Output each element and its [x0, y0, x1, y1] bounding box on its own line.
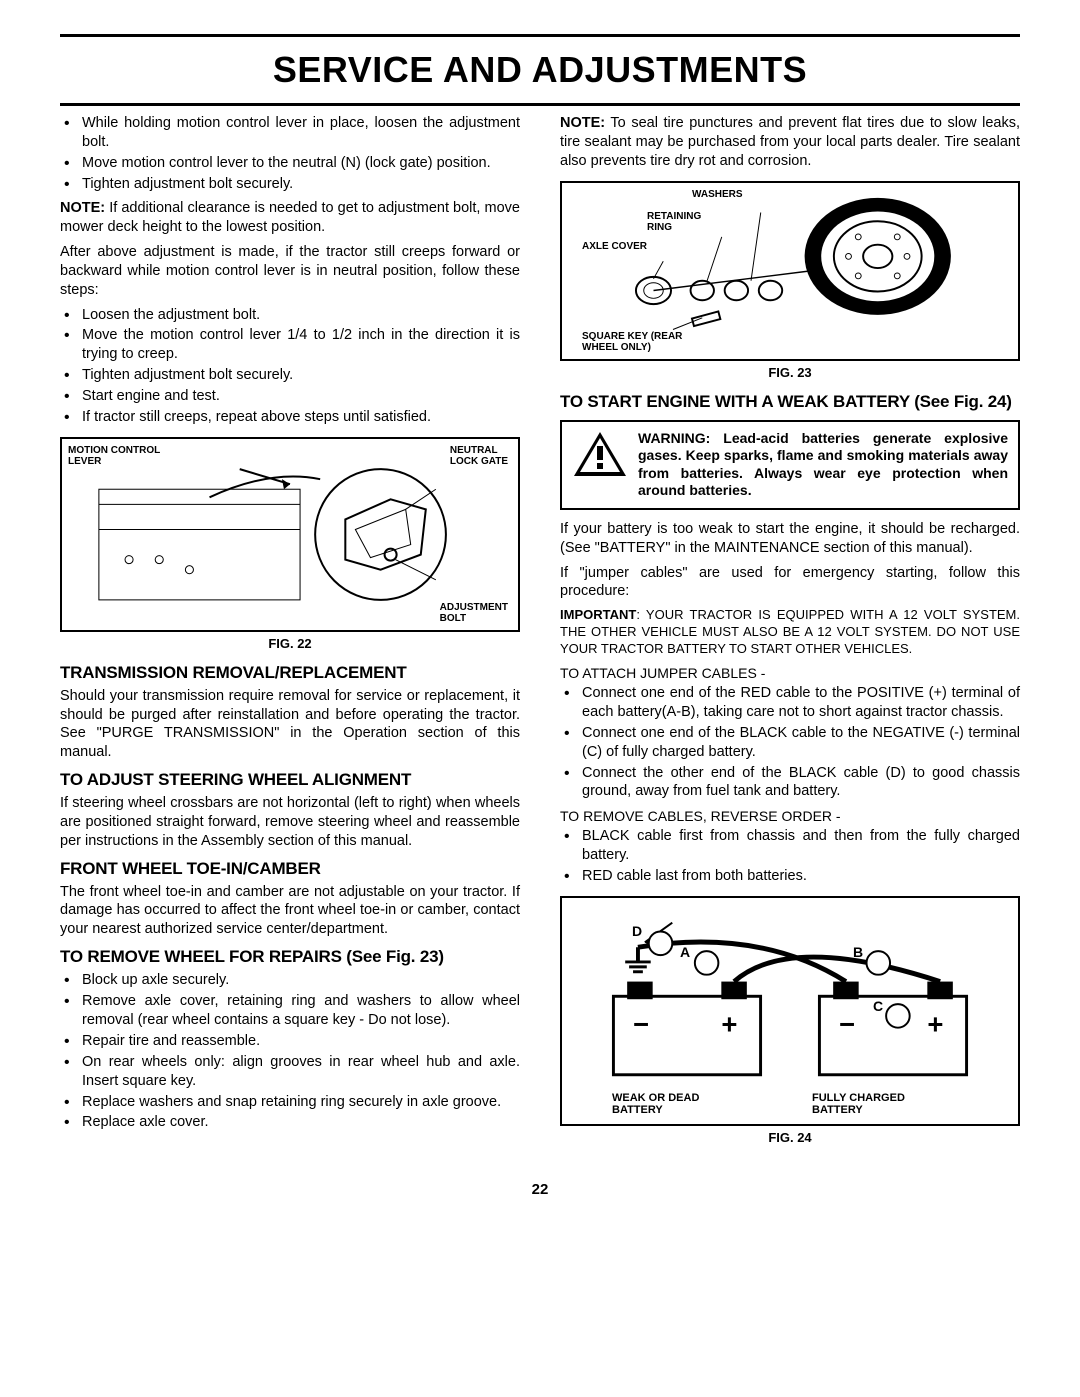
top-rule: [60, 34, 1020, 37]
attach-heading: TO ATTACH JUMPER CABLES -: [560, 664, 1020, 682]
list-item: BLACK cable first from chassis and then …: [582, 827, 1020, 865]
warning-label: WARNING: [638, 430, 706, 446]
figure-24: − + − +: [560, 896, 1020, 1126]
list-item: On rear wheels only: align grooves in re…: [82, 1053, 520, 1091]
intro-bullets: While holding motion control lever in pl…: [60, 114, 520, 193]
fig23-label-key: SQUARE KEY (REAR WHEEL ONLY): [582, 331, 682, 353]
fig22-svg: [72, 449, 508, 620]
transmission-heading: TRANSMISSION REMOVAL/REPLACEMENT: [60, 663, 520, 683]
list-item: Move motion control lever to the neutral…: [82, 154, 520, 173]
list-item: Start engine and test.: [82, 387, 520, 406]
steering-text: If steering wheel crossbars are not hori…: [60, 794, 520, 851]
tire-note: NOTE: To seal tire punctures and prevent…: [560, 114, 1020, 171]
note-text: If additional clearance is needed to get…: [60, 200, 520, 235]
page-number: 22: [60, 1181, 1020, 1198]
remove-wheel-bullets: Block up axle securely. Remove axle cove…: [60, 971, 520, 1132]
note-label: NOTE:: [560, 115, 605, 131]
columns: While holding motion control lever in pl…: [60, 114, 1020, 1157]
list-item: Block up axle securely.: [82, 971, 520, 990]
list-item: Tighten adjustment bolt securely.: [82, 175, 520, 194]
transmission-text: Should your transmission require removal…: [60, 687, 520, 762]
warning-icon: [572, 430, 628, 480]
fig23-label-ring: RETAINING RING: [647, 211, 701, 233]
left-column: While holding motion control lever in pl…: [60, 114, 520, 1157]
note-text: To seal tire punctures and prevent flat …: [560, 115, 1020, 169]
note-paragraph: NOTE: If additional clearance is needed …: [60, 199, 520, 237]
list-item: Tighten adjustment bolt securely.: [82, 366, 520, 385]
figure-23: WASHERS RETAINING RING AXLE COVER SQUARE…: [560, 181, 1020, 361]
list-item: Repair tire and reassemble.: [82, 1032, 520, 1051]
fig24-label-b: B: [853, 945, 863, 960]
important-label: IMPORTANT: [560, 607, 636, 622]
svg-text:−: −: [633, 1008, 649, 1039]
after-bullets: Loosen the adjustment bolt. Move the mot…: [60, 306, 520, 427]
list-item: Remove axle cover, retaining ring and wa…: [82, 992, 520, 1030]
fig22-label-nlg: NEUTRAL LOCK GATE: [450, 445, 508, 467]
fig23-label-axle: AXLE COVER: [582, 241, 647, 252]
fig23-caption: FIG. 23: [560, 365, 1020, 380]
fig24-label-d: D: [632, 924, 642, 939]
list-item: While holding motion control lever in pl…: [82, 114, 520, 152]
list-item: Connect the other end of the BLACK cable…: [582, 764, 1020, 802]
remove-wheel-heading: TO REMOVE WHEEL FOR REPAIRS (See Fig. 23…: [60, 947, 520, 967]
toein-text: The front wheel toe-in and camber are no…: [60, 883, 520, 940]
start-engine-heading: TO START ENGINE WITH A WEAK BATTERY (See…: [560, 392, 1020, 412]
steering-heading: TO ADJUST STEERING WHEEL ALIGNMENT: [60, 770, 520, 790]
toein-heading: FRONT WHEEL TOE-IN/CAMBER: [60, 859, 520, 879]
warning-box: WARNING: Lead-acid batteries generate ex…: [560, 420, 1020, 510]
fig24-caption: FIG. 24: [560, 1130, 1020, 1145]
fig24-label-a: A: [680, 945, 690, 960]
fig22-caption: FIG. 22: [60, 636, 520, 651]
note-label: NOTE:: [60, 200, 105, 216]
svg-text:+: +: [721, 1008, 737, 1039]
warning-text: WARNING: Lead-acid batteries generate ex…: [638, 430, 1008, 500]
list-item: If tractor still creeps, repeat above st…: [82, 408, 520, 427]
figure-22: MOTION CONTROL LEVER NEUTRAL LOCK GATE A…: [60, 437, 520, 632]
important-text: IMPORTANT: YOUR TRACTOR IS EQUIPPED WITH…: [560, 607, 1020, 658]
list-item: Connect one end of the RED cable to the …: [582, 684, 1020, 722]
remove-cables-bullets: BLACK cable first from chassis and then …: [560, 827, 1020, 886]
fig22-label-mcl: MOTION CONTROL LEVER: [68, 445, 160, 467]
fig23-label-washers: WASHERS: [692, 189, 743, 200]
list-item: Replace axle cover.: [82, 1113, 520, 1132]
remove-cables-heading: TO REMOVE CABLES, REVERSE ORDER -: [560, 807, 1020, 825]
after-adjustment-text: After above adjustment is made, if the t…: [60, 243, 520, 300]
list-item: Move the motion control lever 1/4 to 1/2…: [82, 326, 520, 364]
attach-bullets: Connect one end of the RED cable to the …: [560, 684, 1020, 801]
list-item: Replace washers and snap retaining ring …: [82, 1093, 520, 1112]
fig24-full-label: FULLY CHARGED BATTERY: [812, 1092, 905, 1116]
jumper-text: If "jumper cables" are used for emergenc…: [560, 564, 1020, 602]
svg-text:−: −: [839, 1008, 855, 1039]
right-column: NOTE: To seal tire punctures and prevent…: [560, 114, 1020, 1157]
fig22-label-adj: ADJUSTMENT BOLT: [440, 602, 508, 624]
weak-battery-text: If your battery is too weak to start the…: [560, 520, 1020, 558]
fig24-weak-label: WEAK OR DEAD BATTERY: [612, 1092, 699, 1116]
title-rule: [60, 103, 1020, 106]
svg-text:+: +: [927, 1008, 943, 1039]
fig23-svg: [572, 193, 1008, 349]
page-title: SERVICE AND ADJUSTMENTS: [60, 49, 1020, 91]
list-item: Connect one end of the BLACK cable to th…: [582, 724, 1020, 762]
list-item: RED cable last from both batteries.: [582, 867, 1020, 886]
fig24-label-c: C: [873, 999, 883, 1014]
list-item: Loosen the adjustment bolt.: [82, 306, 520, 325]
